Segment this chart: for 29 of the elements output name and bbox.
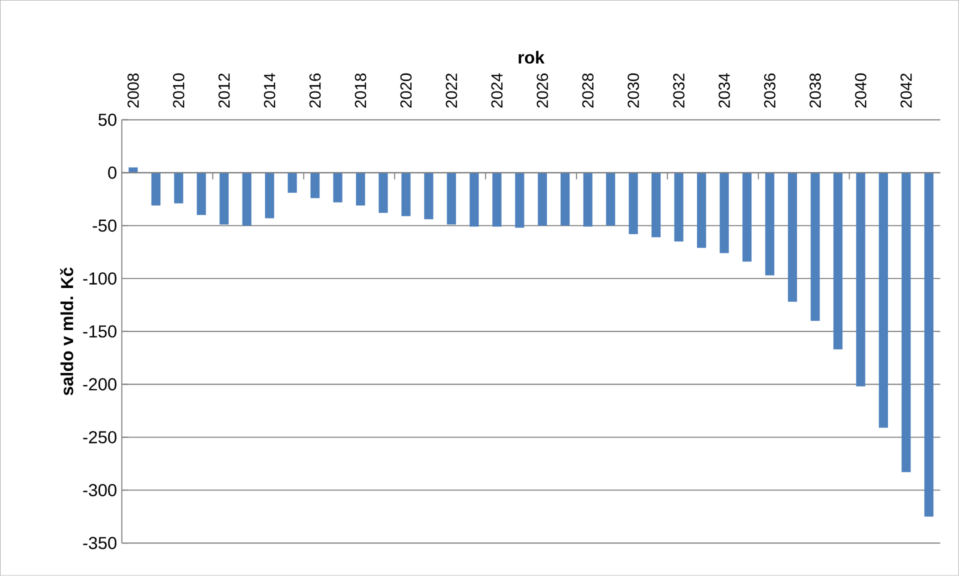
x-tick-label: 2022 <box>446 74 458 108</box>
y-tick-label: -150 <box>83 325 116 338</box>
x-tick-label: 2008 <box>128 74 139 108</box>
y-tick-label: -100 <box>83 272 116 285</box>
y-tick-label: 50 <box>98 114 116 126</box>
x-tick-label: 2018 <box>354 74 366 108</box>
y-tick-label: -250 <box>83 431 116 444</box>
x-tick-label: 2026 <box>536 74 548 108</box>
x-tick-label: 2034 <box>718 73 730 108</box>
x-tick-label: 2038 <box>810 74 821 108</box>
x-tick-label: 2036 <box>764 74 776 108</box>
x-tick-label: 2024 <box>491 73 503 108</box>
x-tick-label: 2014 <box>264 73 276 108</box>
x-tick-label: 2030 <box>628 74 639 108</box>
y-tick-label: 0 <box>108 166 116 179</box>
x-axis-title: rok <box>518 51 545 64</box>
x-tick-label: 2040 <box>855 74 866 108</box>
x-tick-label: 2012 <box>218 74 230 108</box>
y-tick-label: -300 <box>83 484 116 496</box>
y-tick-label: -200 <box>83 378 116 391</box>
x-tick-label: 2042 <box>900 74 912 108</box>
x-tick-label: 2028 <box>582 74 594 108</box>
x-tick-label: 2032 <box>673 74 684 108</box>
y-axis-title: saldo v mld. Kč <box>60 268 74 396</box>
y-tick-label: -350 <box>83 536 116 550</box>
x-tick-label: 2020 <box>400 74 412 108</box>
y-tick-label: -50 <box>92 220 116 232</box>
x-tick-label: 2016 <box>309 74 321 108</box>
x-tick-label: 2010 <box>172 74 184 108</box>
